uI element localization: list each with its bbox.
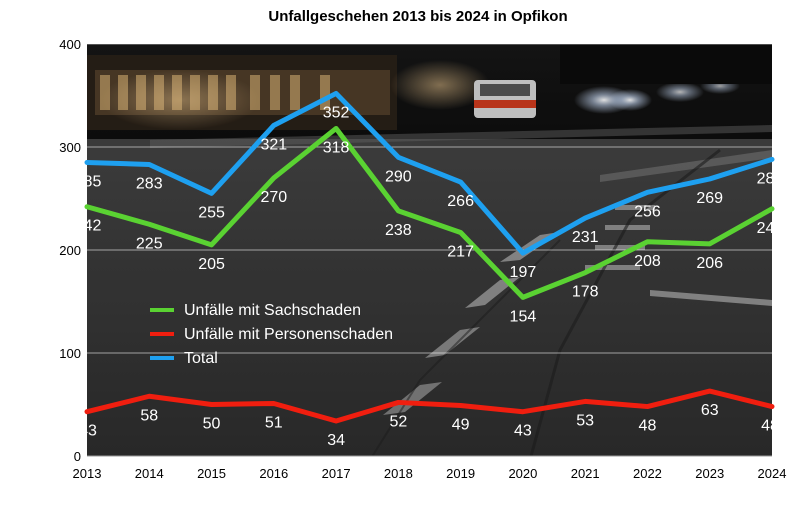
chart-title: Unfallgeschehen 2013 bis 2024 in Opfikon [268,8,567,25]
data-label: 288 [757,170,784,187]
x-tick-label: 2024 [758,466,787,481]
data-label: 50 [203,416,221,433]
series-line-2 [84,90,775,256]
legend: Unfälle mit Sachschaden Unfälle mit Perso… [150,302,393,367]
series-line-1 [84,388,775,424]
x-tick-label: 2019 [446,466,475,481]
data-label: 285 [75,173,102,190]
legend-label: Unfälle mit Personenschaden [184,326,393,343]
data-label: 206 [696,255,723,272]
y-tick-label: 300 [59,140,81,155]
data-label: 231 [572,229,599,246]
data-label: 256 [634,203,661,220]
data-labels: 242 225 205 270 318 238 217 154 178 208 206 240 43 58… [75,104,784,449]
gridlines [87,43,772,354]
x-tick-label: 2020 [508,466,537,481]
x-tick-label: 2018 [384,466,413,481]
x-tick-label: 2016 [259,466,288,481]
x-tick-label: 2013 [73,466,102,481]
background-photo [87,44,772,456]
data-label: 283 [136,176,163,193]
data-label: 352 [323,104,350,121]
x-tick-label: 2015 [197,466,226,481]
y-tick-label: 400 [59,37,81,52]
data-label: 270 [260,189,287,206]
legend-label: Unfälle mit Sachschaden [184,302,361,319]
legend-label: Total [184,350,218,367]
data-label: 290 [385,168,412,185]
data-label: 318 [323,139,350,156]
data-label: 208 [634,253,661,270]
data-label: 51 [265,414,283,431]
x-tick-label: 2014 [135,466,164,481]
y-tick-label: 100 [59,346,81,361]
data-label: 266 [447,193,474,210]
x-tick-label: 2023 [695,466,724,481]
data-label: 52 [389,413,407,430]
data-label: 240 [757,220,784,237]
y-tick-label: 0 [74,449,81,464]
axes: 0 100 200 300 400 2013 2014 2015 2016 2017 2018 201… [59,37,786,481]
data-label: 225 [136,235,163,252]
data-label: 48 [761,418,779,435]
data-label: 205 [198,256,225,273]
data-label: 43 [514,423,532,440]
x-tick-label: 2021 [571,466,600,481]
data-label: 49 [452,417,470,434]
data-label: 58 [140,407,158,424]
data-label: 242 [75,218,102,235]
data-label: 48 [639,418,657,435]
data-label: 154 [510,308,537,325]
data-label: 269 [696,190,723,207]
data-label: 238 [385,222,412,239]
data-label: 255 [198,204,225,221]
data-label: 197 [510,264,537,281]
x-tick-label: 2017 [322,466,351,481]
data-label: 34 [327,432,345,449]
series-line-0 [84,125,775,300]
data-label: 321 [260,136,287,153]
series-lines [84,90,775,424]
data-label: 53 [576,412,594,429]
data-label: 217 [447,243,474,260]
data-label: 178 [572,284,599,301]
data-label: 63 [701,402,719,419]
y-tick-label: 200 [59,243,81,258]
data-label: 43 [79,423,97,440]
x-tick-label: 2022 [633,466,662,481]
